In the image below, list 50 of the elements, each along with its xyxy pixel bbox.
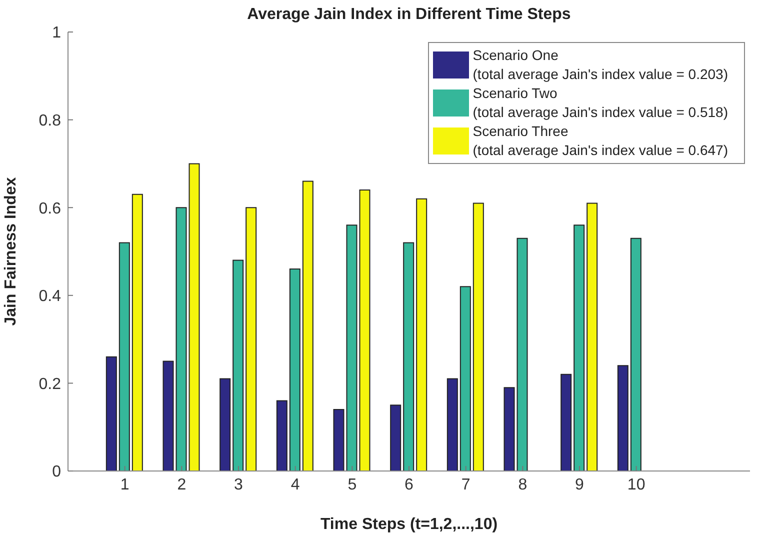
x-tick-label: 8 — [518, 476, 528, 494]
y-tick-label: 0.4 — [38, 288, 62, 306]
bar — [246, 207, 257, 471]
x-tick-label: 1 — [120, 476, 130, 494]
bar — [220, 378, 231, 471]
bar — [118, 242, 130, 471]
bar — [472, 202, 484, 471]
x-tick-label: 3 — [234, 476, 244, 494]
bar — [302, 180, 314, 471]
y-tick-label: 0.8 — [38, 112, 62, 130]
bar — [574, 224, 585, 471]
bar — [617, 365, 628, 471]
y-tick-label: 0 — [52, 464, 62, 481]
bar — [630, 238, 642, 471]
y-axis-title: Jain Fairness Index — [2, 177, 20, 326]
legend-label: Scenario One (total average Jain's index value = 0.203) — [472, 46, 728, 84]
y-tick-label: 0.2 — [38, 376, 62, 393]
bar — [289, 268, 300, 471]
bar — [403, 242, 414, 471]
bar — [162, 360, 174, 471]
x-tick-label: 5 — [348, 476, 357, 494]
x-tick-label: 9 — [575, 476, 584, 494]
bar — [416, 198, 428, 471]
bar — [276, 400, 288, 471]
chart-title: Average Jain Index in Different Time Steps — [246, 6, 572, 24]
x-tick-label: 7 — [461, 476, 470, 494]
legend-label: Scenario Two (total average Jain's index value = 0.518) — [472, 84, 728, 122]
bar — [504, 387, 515, 471]
bar — [106, 356, 117, 471]
y-tick-label: 0.6 — [38, 200, 62, 218]
bar — [232, 260, 244, 471]
bar — [560, 374, 572, 471]
bar — [460, 286, 471, 471]
bar — [188, 163, 200, 471]
x-axis-title: Time Steps (t=1,2,...,10) — [320, 516, 498, 533]
y-tick-label: 1 — [52, 24, 62, 42]
bar — [516, 238, 528, 471]
bar — [390, 404, 402, 471]
bar — [346, 224, 358, 471]
bar — [333, 409, 344, 471]
x-tick-label: 10 — [627, 476, 646, 494]
x-tick-label: 4 — [290, 476, 300, 494]
bar — [586, 202, 598, 471]
bar — [176, 207, 187, 471]
bar — [359, 190, 370, 471]
bar — [446, 378, 458, 471]
bar — [132, 194, 143, 471]
x-tick-label: 6 — [404, 476, 414, 494]
x-tick-label: 2 — [177, 476, 186, 494]
legend-label: Scenario Three (total average Jain's index value = 0.647) — [472, 122, 728, 160]
